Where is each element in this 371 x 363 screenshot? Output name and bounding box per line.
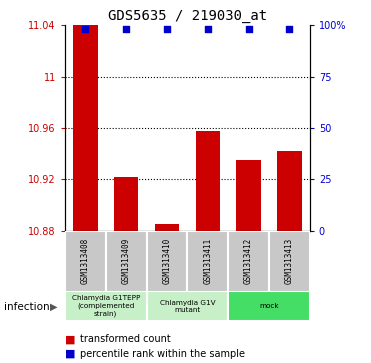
Text: transformed count: transformed count — [80, 334, 171, 344]
Text: Chlamydia G1TEPP
(complemented
strain): Chlamydia G1TEPP (complemented strain) — [72, 295, 140, 317]
Bar — [114, 177, 138, 231]
Point — [246, 26, 252, 32]
Point — [205, 26, 211, 32]
Point — [286, 26, 292, 32]
Bar — [277, 151, 302, 231]
Text: GSM1313412: GSM1313412 — [244, 238, 253, 285]
Text: ■: ■ — [65, 349, 75, 359]
Bar — [65, 231, 106, 292]
Title: GDS5635 / 219030_at: GDS5635 / 219030_at — [108, 9, 267, 23]
Bar — [228, 291, 310, 321]
Bar — [228, 231, 269, 292]
Point — [123, 26, 129, 32]
Text: percentile rank within the sample: percentile rank within the sample — [80, 349, 245, 359]
Text: Chlamydia G1V
mutant: Chlamydia G1V mutant — [160, 299, 215, 313]
Text: GSM1313411: GSM1313411 — [203, 238, 212, 285]
Bar — [147, 231, 187, 292]
Bar — [236, 160, 261, 231]
Text: infection: infection — [4, 302, 49, 312]
Text: ▶: ▶ — [50, 302, 58, 312]
Text: GSM1313409: GSM1313409 — [122, 238, 131, 285]
Text: ■: ■ — [65, 334, 75, 344]
Point — [82, 26, 88, 32]
Bar — [187, 231, 228, 292]
Text: GSM1313410: GSM1313410 — [162, 238, 171, 285]
Text: GSM1313408: GSM1313408 — [81, 238, 90, 285]
Bar — [73, 0, 98, 231]
Bar — [269, 231, 310, 292]
Bar — [196, 131, 220, 231]
Text: mock: mock — [259, 303, 279, 309]
Bar — [147, 291, 228, 321]
Point — [164, 26, 170, 32]
Bar — [65, 291, 147, 321]
Bar — [106, 231, 147, 292]
Text: GSM1313413: GSM1313413 — [285, 238, 294, 285]
Bar — [155, 224, 179, 231]
